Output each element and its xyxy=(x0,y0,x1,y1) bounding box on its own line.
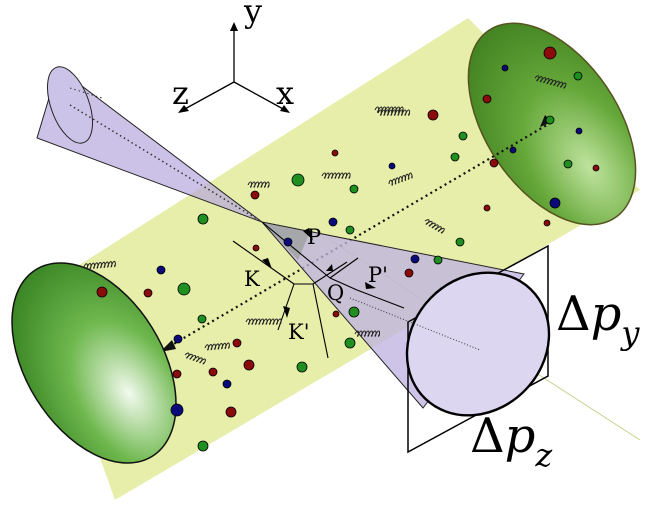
parton-dot xyxy=(296,361,308,373)
parton-dot xyxy=(404,268,414,278)
parton-dot xyxy=(563,159,573,169)
parton-dot xyxy=(328,217,338,227)
parton-dot xyxy=(331,149,339,157)
parton-dot xyxy=(291,173,305,187)
label-K-prime: K' xyxy=(288,320,309,344)
parton-dot xyxy=(143,288,153,298)
parton-dot xyxy=(156,265,166,275)
axis-label-z: z xyxy=(172,74,189,112)
parton-dot xyxy=(332,310,340,318)
label-delta-pz: Δpz xyxy=(470,408,553,474)
gluon-spring xyxy=(424,219,445,234)
parton-dot xyxy=(283,237,293,247)
gluon-spring xyxy=(354,330,381,337)
parton-dot xyxy=(543,219,551,227)
parton-dot xyxy=(427,109,439,121)
parton-dot xyxy=(483,204,491,212)
parton-dot xyxy=(96,286,108,298)
parton-dot xyxy=(197,213,209,225)
parton-dot xyxy=(177,282,191,296)
parton-dot xyxy=(349,184,359,194)
label-delta-py: Δpy xyxy=(556,286,640,352)
gluon-spring xyxy=(374,106,404,113)
parton-dot xyxy=(592,164,600,172)
arrowheads xyxy=(262,228,376,318)
parton-dot xyxy=(573,71,583,81)
beam-axis xyxy=(159,121,553,353)
parton-dot xyxy=(243,359,255,371)
gluon-spring xyxy=(388,172,413,186)
parton-dot xyxy=(225,406,237,418)
gluon-spring xyxy=(321,172,351,179)
parton-dot xyxy=(250,190,260,200)
parton-dot xyxy=(345,225,355,235)
parton-dot xyxy=(433,255,443,265)
gluon-springs xyxy=(83,75,567,365)
gluon-spring xyxy=(377,109,411,116)
parton-dot xyxy=(252,244,260,252)
parton-dot xyxy=(173,334,183,344)
gluon-spring xyxy=(83,260,116,270)
parton-dot xyxy=(545,115,555,125)
label-K: K xyxy=(244,267,260,291)
parton-dot xyxy=(232,338,242,348)
gluon-spring xyxy=(245,318,282,325)
parton-dot xyxy=(410,254,420,264)
coordinate-axes xyxy=(182,28,286,111)
parton-dot xyxy=(549,197,561,209)
parton-dot xyxy=(197,440,209,452)
gluon-spring xyxy=(247,181,270,188)
parton-dot xyxy=(170,403,184,417)
incoming-jet-cone xyxy=(36,67,263,223)
parton-dot xyxy=(543,46,557,60)
medium-partons xyxy=(96,46,600,452)
label-P: P xyxy=(307,225,321,249)
parton-dot xyxy=(172,369,182,379)
parton-dot xyxy=(222,379,232,389)
parton-dot xyxy=(455,237,465,247)
parton-dot xyxy=(489,158,499,168)
parton-dot xyxy=(458,131,468,141)
scattering-lines xyxy=(232,221,405,359)
parton-dot xyxy=(509,146,517,154)
label-Q: Q xyxy=(327,281,344,305)
parton-dot xyxy=(348,306,360,318)
parton-dot xyxy=(208,367,218,377)
axis-label-y: y xyxy=(243,0,262,30)
parton-dot xyxy=(575,127,583,135)
parton-dot xyxy=(501,64,509,72)
gluon-spring xyxy=(204,342,230,351)
parton-dot xyxy=(197,314,207,324)
dp-frame xyxy=(407,244,549,454)
gluon-spring xyxy=(184,352,206,365)
gluon-spring xyxy=(534,75,567,89)
parton-dot xyxy=(450,152,460,162)
label-P-prime: P' xyxy=(368,263,388,287)
parton-dot xyxy=(482,94,492,104)
parton-dot xyxy=(344,337,356,349)
axis-label-x: x xyxy=(276,74,294,112)
medium-end-cap-left xyxy=(11,262,177,464)
outgoing-cone-base xyxy=(405,271,551,417)
parton-dot xyxy=(388,162,396,170)
